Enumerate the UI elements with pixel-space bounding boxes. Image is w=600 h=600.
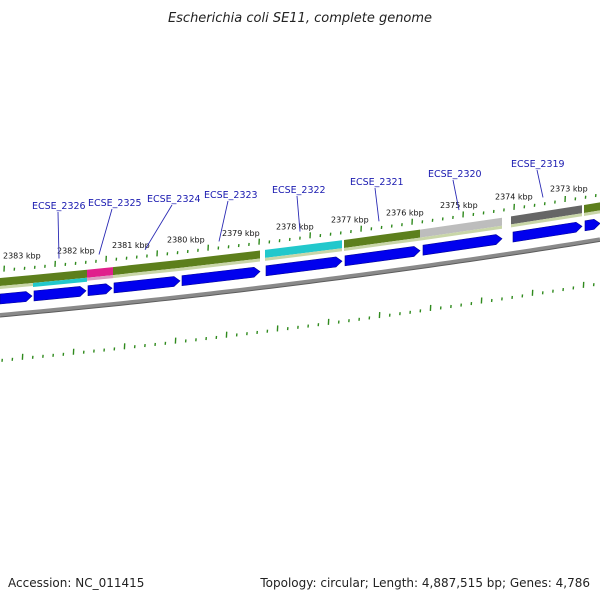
cds-arrow [0, 291, 33, 305]
gene-leader-line [218, 200, 229, 242]
cds-track [0, 219, 600, 305]
genome-backbone [0, 237, 600, 318]
feature-block [420, 217, 502, 238]
gene-leader-line [452, 179, 460, 211]
scale-label: 2382 kbp [57, 247, 95, 256]
gene-leader-line [144, 204, 173, 250]
feature-block-shade [420, 225, 502, 241]
feature-block [33, 269, 87, 283]
feature-block [584, 202, 600, 213]
scale-label: 2374 kbp [495, 193, 533, 202]
gene-label: ECSE_2325 [88, 198, 142, 209]
scale-label: 2378 kbp [276, 223, 314, 232]
gene-label: ECSE_2319 [511, 159, 565, 170]
feature-block [344, 229, 420, 248]
scale-label: 2383 kbp [3, 252, 41, 261]
gene-label: ECSE_2323 [204, 190, 258, 201]
scale-label: 2373 kbp [550, 184, 588, 193]
gene-label: ECSE_2326 [32, 201, 86, 212]
cds-arrow [181, 266, 261, 286]
gene-leader-line [296, 195, 301, 232]
gene-leader-line [374, 187, 380, 222]
scale-label: 2381 kbp [112, 241, 150, 250]
gene-label-leaders [57, 169, 544, 259]
cds-arrow [87, 283, 113, 296]
cds-arrow [584, 219, 600, 232]
cds-arrow [344, 246, 421, 267]
scale-label: 2379 kbp [222, 229, 260, 238]
feature-block-shade [113, 267, 180, 279]
gene-label: ECSE_2320 [428, 169, 482, 180]
feature-block-shade [265, 248, 342, 261]
feature-track [0, 202, 600, 289]
genome-summary-text: Topology: circular; Length: 4,887,515 bp… [259, 576, 590, 590]
feature-block [113, 259, 180, 276]
feature-block-cyan [33, 277, 87, 287]
feature-block-shade [0, 282, 33, 289]
scale-label: 2375 kbp [440, 201, 478, 210]
cds-arrow [33, 286, 87, 302]
outer-tick-ring [3, 194, 597, 272]
feature-block-shade [511, 213, 582, 228]
gene-labels: ECSE_2326 ECSE_2325 ECSE_2324 ECSE_2323 ECSE… [32, 159, 565, 212]
gene-label: ECSE_2322 [272, 185, 326, 196]
cds-arrow [512, 221, 583, 243]
genome-title: Escherichia coli SE11, complete genome [168, 11, 432, 26]
feature-block [87, 267, 113, 278]
scale-label: 2380 kbp [167, 235, 205, 244]
inner-tick-ring [1, 281, 595, 362]
feature-block-shade [584, 210, 600, 216]
feature-block [180, 250, 260, 268]
cds-arrow [113, 276, 181, 294]
cds-arrow [422, 234, 503, 256]
cds-arrow [265, 256, 343, 277]
accession-text: Accession: NC_011415 [8, 576, 144, 590]
feature-block-shade [180, 258, 260, 271]
feature-block-shade [87, 275, 113, 281]
feature-block-shade [344, 237, 420, 251]
gene-label: ECSE_2321 [350, 177, 404, 188]
feature-block [0, 274, 33, 286]
gene-leader-line [536, 169, 544, 198]
feature-block [511, 205, 582, 225]
feature-block [265, 240, 342, 258]
gene-leader-line [57, 211, 60, 259]
scale-labels: 2383 kbp 2382 kbp 2381 kbp 2380 kbp 2379 kbp… [3, 184, 588, 260]
backbone-line [0, 237, 600, 317]
backbone-shadow [0, 240, 600, 318]
scale-label: 2377 kbp [331, 216, 369, 225]
gene-label: ECSE_2324 [147, 194, 201, 205]
scale-label: 2376 kbp [386, 208, 424, 217]
gene-leader-line [98, 208, 113, 255]
